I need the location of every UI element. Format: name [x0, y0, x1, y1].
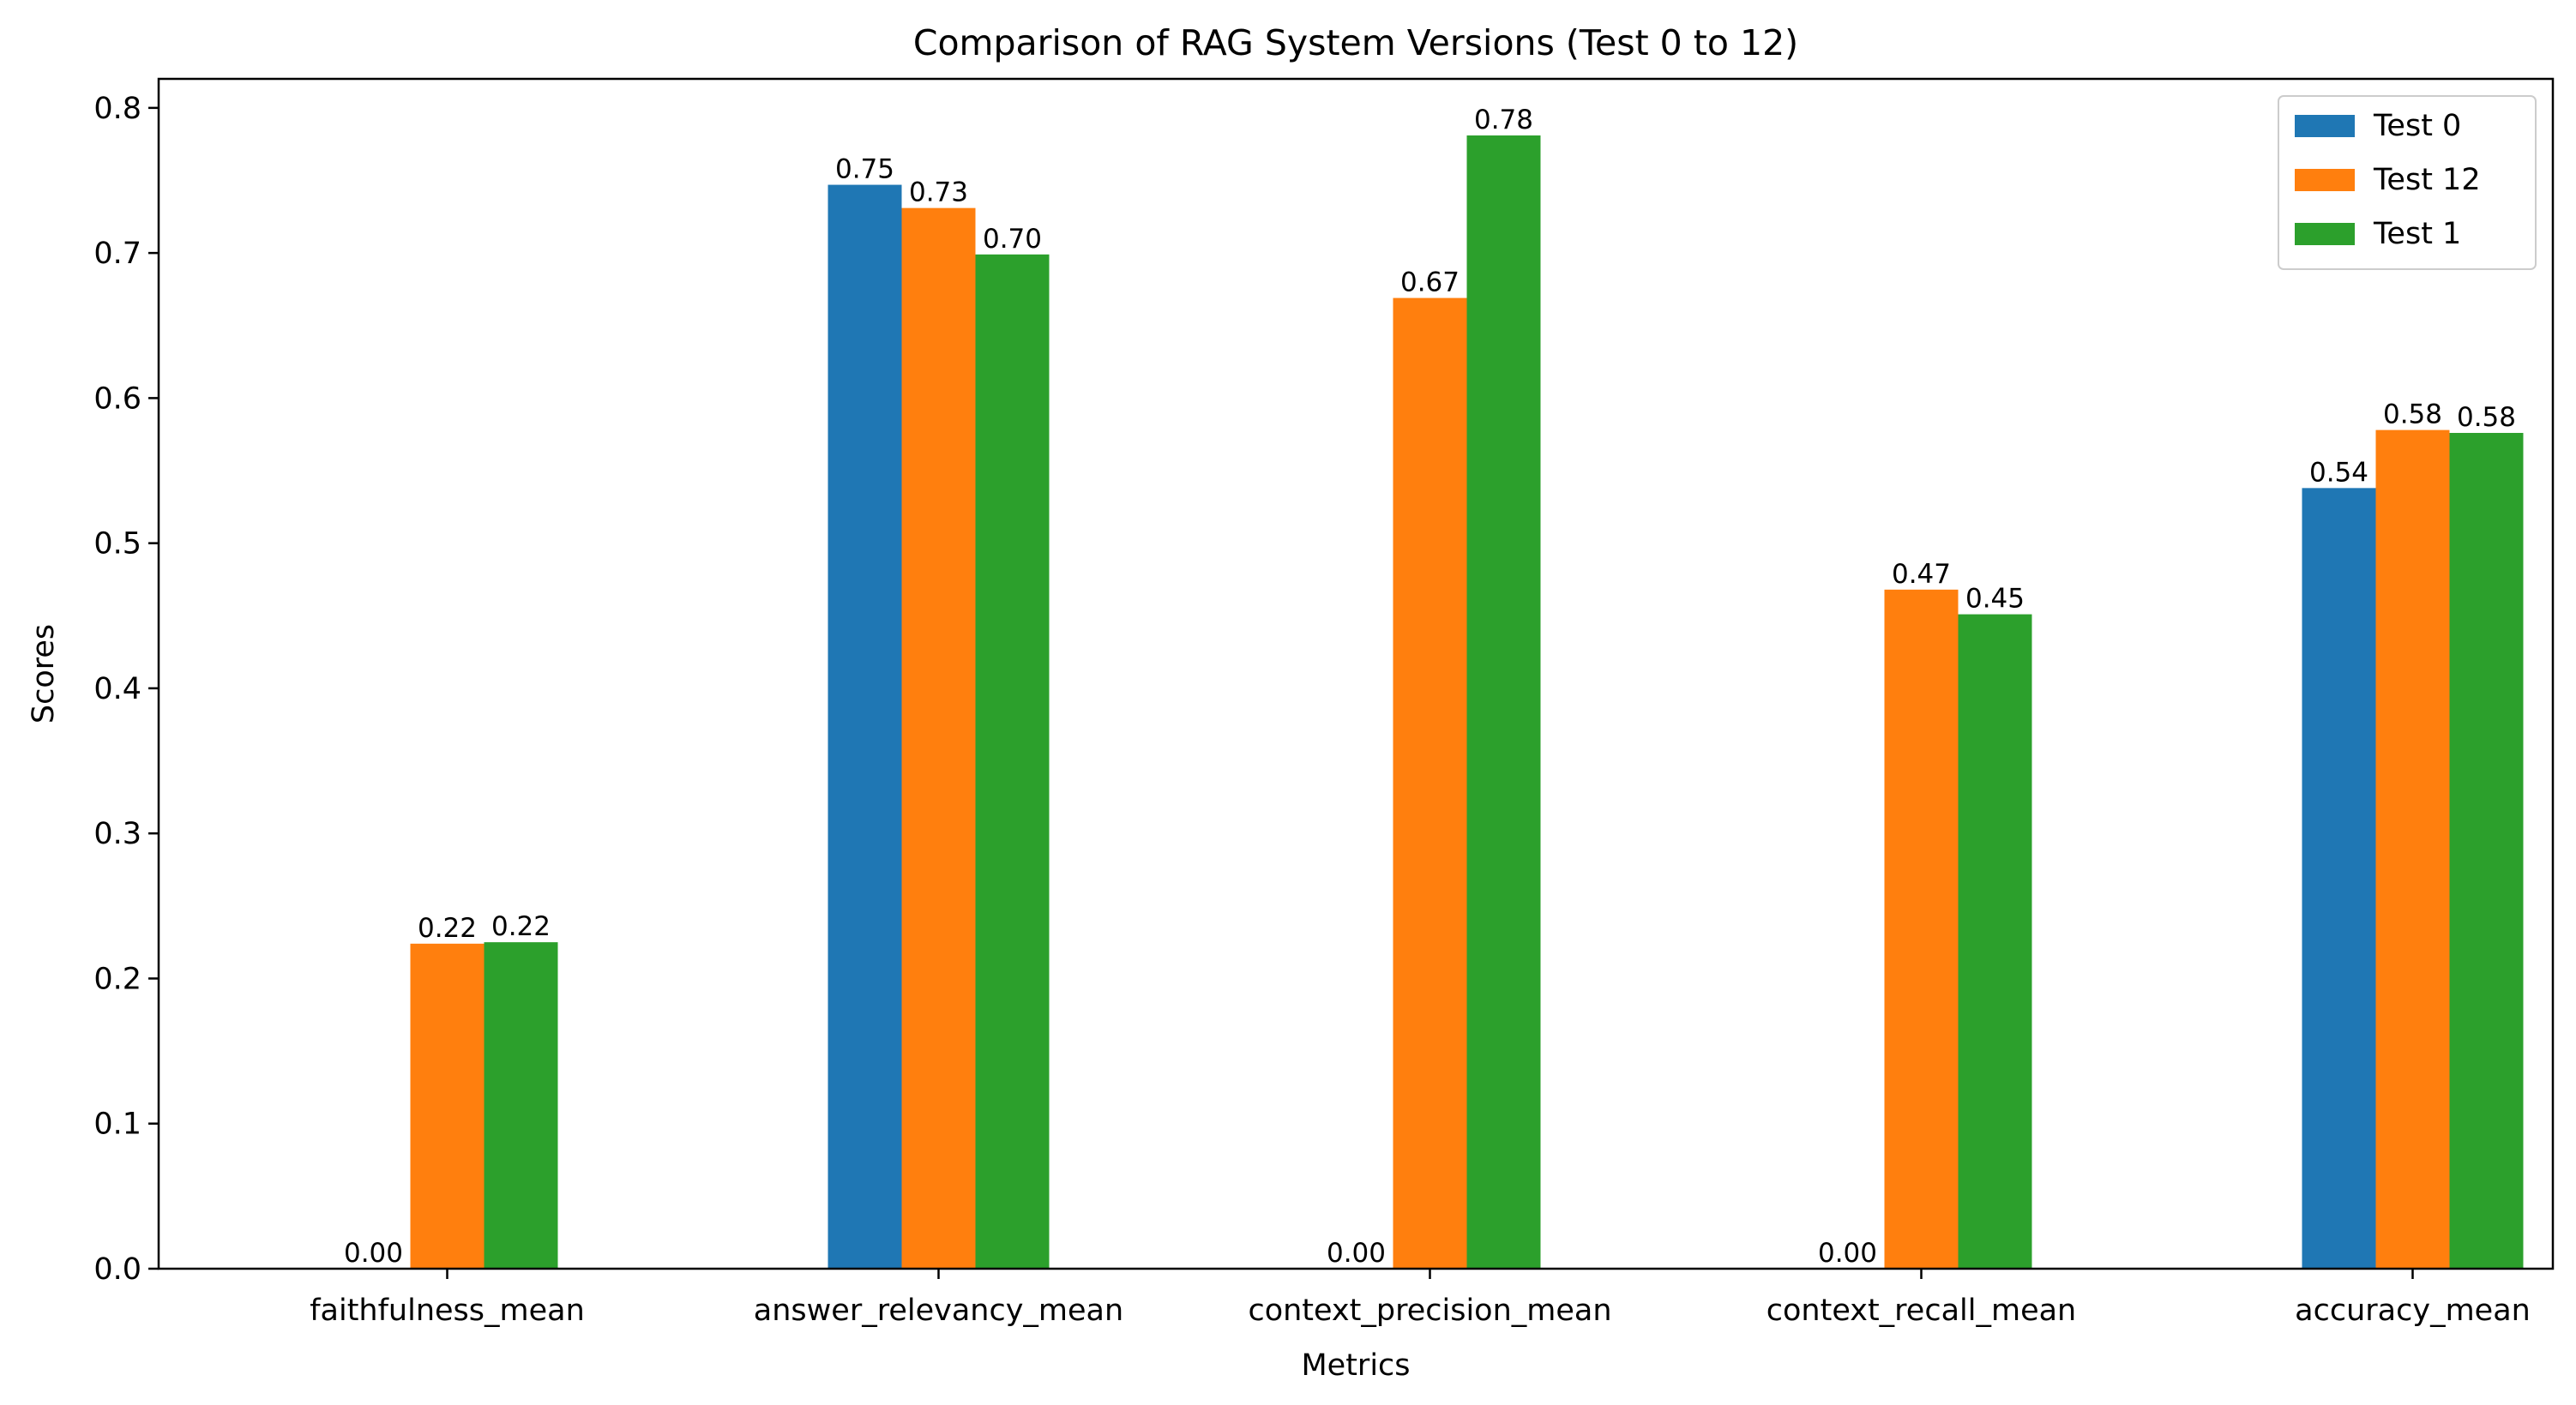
bar-value-label: 0.67 — [1400, 267, 1460, 298]
legend-swatch — [2295, 223, 2355, 245]
bar-test-1-accuracy-mean — [2449, 433, 2524, 1269]
legend-label: Test 1 — [2373, 217, 2461, 251]
legend-label: Test 0 — [2373, 109, 2461, 143]
plot-frame — [157, 77, 2555, 1270]
bar-test-1-context-precision-mean — [1466, 135, 1541, 1269]
x-tick-label: accuracy_mean — [2295, 1294, 2531, 1328]
bar-test-12-faithfulness-mean — [410, 943, 485, 1269]
bar-value-label: 0.58 — [2457, 402, 2516, 433]
legend-label: Test 12 — [2373, 163, 2481, 197]
x-tick-label: context_recall_mean — [1766, 1294, 2076, 1328]
bar-value-label: 0.00 — [344, 1238, 403, 1269]
bar-test-12-answer-relevancy-mean — [901, 207, 976, 1269]
bar-test-1-answer-relevancy-mean — [975, 254, 1050, 1269]
y-axis: 0.0 0.1 0.2 0.3 0.4 0.5 0.6 0.7 0.8 — [93, 92, 159, 1287]
y-tick-label: 0.1 — [93, 1108, 141, 1142]
bars-group — [410, 135, 2524, 1270]
bar-value-label: 0.75 — [835, 154, 894, 185]
x-axis-label: Metrics — [1301, 1348, 1410, 1383]
y-tick-label: 0.3 — [93, 817, 141, 851]
legend-swatch — [2295, 169, 2355, 191]
y-tick-label: 0.6 — [93, 381, 141, 416]
bar-test-1-faithfulness-mean — [484, 942, 558, 1269]
y-tick-label: 0.4 — [93, 672, 141, 706]
bar-test-12-context-recall-mean — [1884, 589, 1959, 1269]
bar-test-0-answer-relevancy-mean — [828, 184, 902, 1269]
y-tick-label: 0.7 — [93, 237, 141, 271]
y-tick-label: 0.8 — [93, 92, 141, 126]
bar-test-1-context-recall-mean — [1958, 614, 2032, 1269]
y-axis-label: Scores — [27, 624, 61, 724]
bar-value-label: 0.58 — [2383, 399, 2442, 430]
legend: Test 0 Test 12 Test 1 — [2278, 95, 2537, 270]
legend-swatch — [2295, 115, 2355, 137]
bar-test-0-accuracy-mean — [2302, 488, 2376, 1269]
x-axis: faithfulness_mean answer_relevancy_mean co… — [310, 1269, 2531, 1328]
chart-title: Comparison of RAG System Versions (Test … — [913, 22, 1798, 63]
x-tick-label: context_precision_mean — [1248, 1294, 1611, 1328]
bar-value-label: 0.78 — [1474, 105, 1533, 135]
bar-value-label: 0.00 — [1327, 1238, 1386, 1269]
bar-value-label: 0.22 — [418, 913, 477, 944]
bar-labels-group: 0.00 0.75 0.00 0.00 0.54 0.22 0.73 0.67 0.47 0.58… — [344, 105, 2516, 1269]
y-tick-label: 0.2 — [93, 962, 141, 996]
bar-value-label: 0.47 — [1892, 559, 1951, 590]
bar-value-label: 0.22 — [491, 911, 551, 942]
bar-test-12-accuracy-mean — [2375, 429, 2450, 1269]
bar-value-label: 0.73 — [909, 177, 968, 208]
x-tick-label: faithfulness_mean — [310, 1294, 585, 1328]
y-tick-label: 0.0 — [93, 1252, 141, 1287]
bar-value-label: 0.70 — [983, 224, 1042, 255]
bar-value-label: 0.45 — [1965, 584, 2025, 615]
bar-value-label: 0.00 — [1818, 1238, 1877, 1269]
x-tick-label: answer_relevancy_mean — [754, 1294, 1123, 1328]
bar-test-12-context-precision-mean — [1393, 297, 1467, 1270]
y-tick-label: 0.5 — [93, 527, 141, 561]
bar-value-label: 0.54 — [2309, 457, 2368, 488]
